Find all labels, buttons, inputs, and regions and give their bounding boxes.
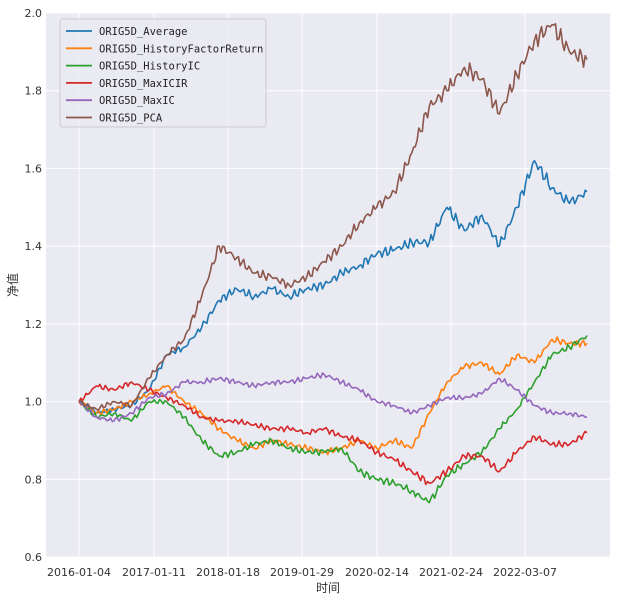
y-tick-label: 1.6 [25, 162, 43, 175]
legend-label: ORIG5D_HistoryIC [99, 61, 200, 73]
x-tick-label: 2018-01-18 [196, 566, 260, 579]
x-tick-label: 2019-01-29 [270, 566, 334, 579]
series-line-orig5d-historyfactorreturn [78, 336, 588, 456]
legend: ORIG5D_Average ORIG5D_HistoryFactorReturn… [59, 18, 267, 128]
y-tick-label: 1.4 [25, 240, 43, 253]
legend-box [59, 18, 267, 128]
y-tick-label: 0.6 [25, 551, 43, 564]
x-tick-label: 2021-02-24 [419, 566, 483, 579]
legend-label: ORIG5D_Average [99, 26, 188, 38]
y-tick-label: 2.0 [25, 7, 43, 20]
y-axis-label: 净值 [5, 273, 20, 297]
series-line-orig5d-pca [78, 23, 588, 412]
y-tick-label: 1.8 [25, 85, 43, 98]
x-tick-label: 2020-02-14 [345, 566, 409, 579]
y-tick-label: 0.8 [25, 473, 43, 486]
series-line-orig5d-historyic [78, 335, 588, 504]
x-tick-label: 2022-03-07 [493, 566, 557, 579]
x-tick-label: 2017-01-11 [122, 566, 186, 579]
legend-label: ORIG5D_MaxICIR [99, 78, 188, 90]
x-tick-label: 2016-01-04 [47, 566, 111, 579]
series-line-orig5d-maxic [78, 372, 588, 423]
x-axis-label: 时间 [316, 581, 340, 595]
y-tick-label: 1.0 [25, 396, 43, 409]
legend-label: ORIG5D_HistoryFactorReturn [99, 43, 263, 55]
legend-label: ORIG5D_PCA [99, 113, 163, 125]
tick-labels: 0.6 0.8 1.0 1.2 1.4 1.6 1.8 2.0 2016-01-04 2017-0… [25, 7, 557, 579]
series-layer [78, 23, 588, 504]
legend-label: ORIG5D_MaxIC [99, 95, 175, 107]
y-tick-label: 1.2 [25, 318, 43, 331]
